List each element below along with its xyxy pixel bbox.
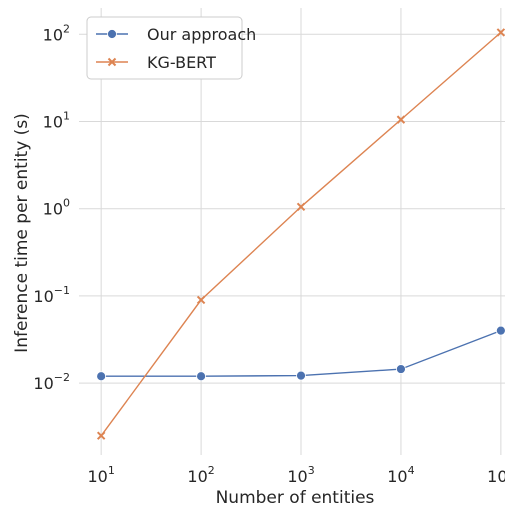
legend-marker-stroke: [107, 57, 117, 67]
data-point-stroke: [96, 431, 106, 440]
data-point: [495, 325, 505, 336]
data-point-stroke: [296, 202, 306, 212]
y-axis-label: Inference time per entity (s): [12, 113, 32, 353]
data-point-stroke: [496, 28, 505, 37]
legend-marker: [107, 57, 117, 67]
ticks: 101 102 103 104 105 102 101 100 10−1 10−2: [33, 22, 505, 486]
legend-items: Our approach KG-BERT: [96, 25, 256, 72]
data-point: [196, 295, 206, 305]
data-point: [396, 364, 406, 374]
legend-label: KG-BERT: [147, 53, 216, 72]
y-tick-label: 10−1: [33, 284, 70, 306]
legend-marker: [107, 29, 117, 39]
data-point-stroke: [396, 115, 406, 124]
legend: Our approach KG-BERT: [86, 16, 256, 80]
data-point: [496, 28, 505, 37]
data-point: [96, 431, 106, 440]
data-point: [396, 115, 406, 124]
legend-label: Our approach: [147, 25, 256, 44]
x-axis-label: Number of entities: [216, 488, 375, 506]
data-point: [296, 202, 306, 212]
x-tick-label: 102: [187, 464, 214, 486]
y-tick-label: 101: [43, 109, 70, 131]
y-tick-label: 10−2: [33, 371, 70, 393]
series-layer: [96, 28, 505, 440]
y-tick-label: 100: [43, 197, 70, 219]
x-tick-label: 105: [487, 464, 505, 486]
data-point: [196, 371, 206, 382]
data-point-stroke: [196, 295, 206, 305]
data-point: [296, 370, 306, 381]
x-tick-label: 103: [287, 464, 314, 486]
x-tick-label: 101: [87, 464, 114, 486]
y-tick-label: 102: [43, 22, 70, 44]
x-tick-label: 104: [387, 464, 414, 486]
legend-box: [86, 16, 243, 80]
data-point: [96, 371, 107, 382]
